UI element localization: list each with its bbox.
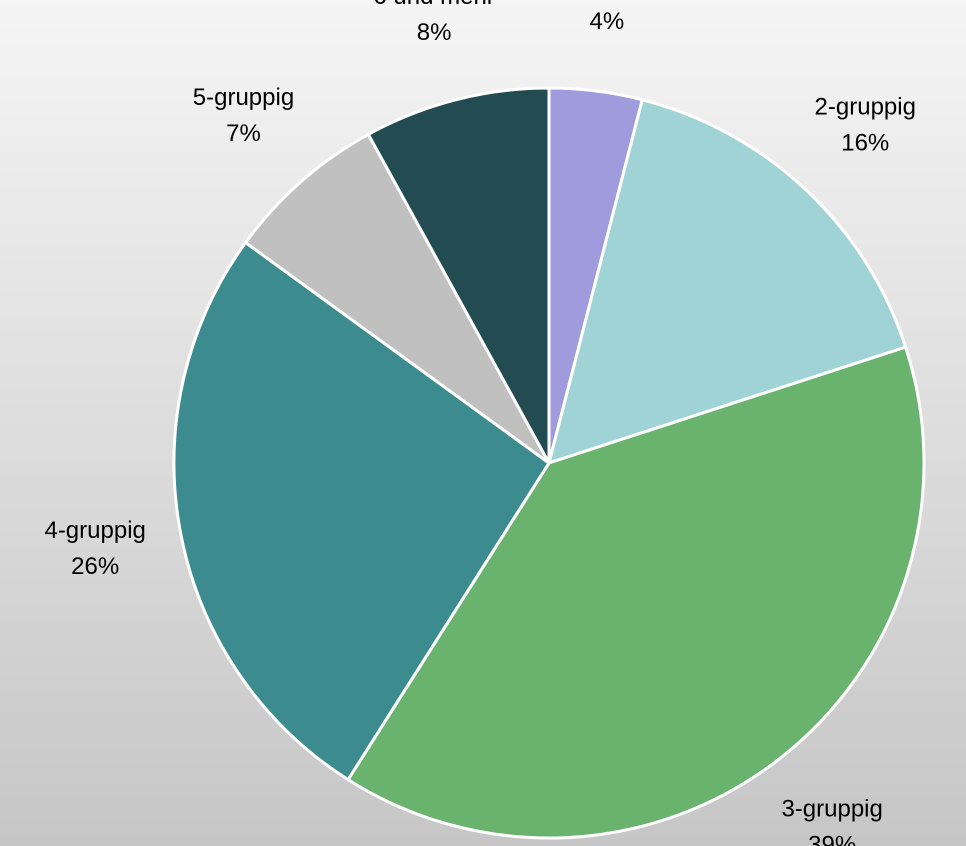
slice-label: 5-gruppig bbox=[193, 84, 294, 111]
pie-slice bbox=[366, 86, 551, 465]
pie-slice bbox=[172, 241, 551, 782]
pie-slice bbox=[244, 132, 551, 465]
slice-value-label: 39% bbox=[808, 831, 856, 846]
slice-value-label: 4% bbox=[590, 8, 625, 35]
slice-label: 6 und mehr bbox=[373, 0, 494, 10]
slice-value-label: 7% bbox=[226, 120, 261, 147]
slice-label: 3-gruppig bbox=[781, 795, 882, 822]
slice-label: 2-gruppig bbox=[815, 94, 916, 121]
slice-value-label: 26% bbox=[71, 553, 119, 580]
slice-value-label: 8% bbox=[417, 19, 452, 46]
pie-slice bbox=[547, 98, 908, 465]
slice-label: 4-gruppig bbox=[44, 517, 145, 544]
pie-slice bbox=[346, 345, 926, 840]
slice-value-label: 16% bbox=[841, 130, 889, 157]
